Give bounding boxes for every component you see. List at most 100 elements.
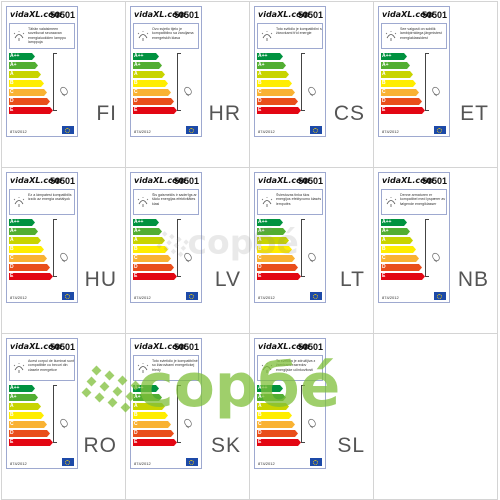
- language-code: ET: [460, 102, 489, 125]
- energy-class-bar: A+: [9, 228, 38, 235]
- label-cell-sl: vidaXL.com 50501 Ta svetilka je združljiva…: [249, 333, 374, 500]
- energy-class-bar: B: [133, 80, 168, 87]
- energy-class-bar: A: [257, 71, 289, 78]
- brand-logo: vidaXL.com: [134, 10, 186, 19]
- energy-class-bar: E: [257, 107, 301, 114]
- bulb-icon: [183, 85, 193, 97]
- compatibility-text: Šviestuvas tinka šios energijos efektyvu…: [276, 193, 322, 206]
- bulb-icon: [431, 85, 441, 97]
- compatibility-text: Acest corpul de iluminat sunt compatibil…: [28, 359, 74, 372]
- eu-flag-icon: [62, 126, 74, 134]
- regulation-number: 874/2012: [382, 129, 399, 134]
- energy-class-bar: A: [381, 237, 413, 244]
- compatibility-box: Šviestuvas tinka šios energijos efektyvu…: [257, 189, 323, 215]
- energy-label-card: vidaXL.com 50501 Ovo svjetlo tijelo je kom…: [130, 6, 202, 137]
- class-range-bracket: [301, 53, 305, 111]
- energy-class-scale: A++ A+ A B C D E: [133, 385, 173, 455]
- bulb-icon: [431, 251, 441, 263]
- regulation-number: 874/2012: [258, 129, 275, 134]
- energy-class-scale: A++ A+ A B C D E: [9, 219, 49, 289]
- language-code: SL: [337, 434, 365, 457]
- label-header: vidaXL.com 50501: [381, 175, 447, 187]
- eu-flag-icon: [62, 458, 74, 466]
- energy-class-bar: C: [381, 255, 419, 262]
- regulation-number: 874/2012: [134, 295, 151, 300]
- eu-flag-icon: [186, 126, 198, 134]
- model-number: 50501: [297, 10, 323, 20]
- energy-class-bar: C: [381, 89, 419, 96]
- energy-class-bar: B: [381, 246, 416, 253]
- energy-class-scale: A++ A+ A B C D E: [257, 53, 297, 123]
- label-cell-et: vidaXL.com 50501 See valgusti on sobilik l…: [373, 1, 498, 168]
- energy-class-bar: A++: [9, 385, 35, 392]
- energy-class-bar: E: [381, 273, 425, 280]
- language-code: CS: [333, 102, 365, 125]
- energy-class-scale: A++ A+ A B C D E: [257, 219, 297, 289]
- eu-flag-icon: [62, 292, 74, 300]
- compatibility-box: Ta svetilka je združljiva z žarnicami ra…: [257, 355, 323, 381]
- energy-class-bar: B: [257, 412, 292, 419]
- energy-label-card: vidaXL.com 50501 Tähän valaisimeen sovellu…: [6, 6, 78, 137]
- language-code: NB: [457, 268, 489, 291]
- compatibility-text: See valgusti on sobilik lambipirnidega j…: [400, 27, 442, 40]
- model-number: 50501: [297, 342, 323, 352]
- model-number: 50501: [173, 342, 199, 352]
- energy-class-bar: E: [9, 273, 53, 280]
- energy-class-bar: B: [133, 246, 168, 253]
- energy-class-bar: C: [9, 421, 47, 428]
- regulation-number: 874/2012: [10, 295, 27, 300]
- class-range-bracket: [53, 53, 57, 111]
- class-range-bracket: [425, 219, 429, 277]
- energy-label-card: vidaXL.com 50501 Ez a lámpatest kompatibil…: [6, 172, 78, 303]
- compatibility-text: Tähän valaisimeen sovelluvat seuraavan e…: [28, 27, 66, 45]
- energy-class-bar: A: [133, 403, 165, 410]
- energy-class-bar: A++: [257, 385, 283, 392]
- brand-logo: vidaXL.com: [258, 176, 310, 185]
- class-range-bracket: [53, 385, 57, 443]
- compatibility-text: Toto svietidlo je kompatibilné so žiarov…: [152, 359, 198, 372]
- label-header: vidaXL.com 50501: [257, 175, 323, 187]
- lamp-icon: [137, 29, 149, 41]
- compatibility-text: Šis gaismeklis ir saderīgs ar šādu energ…: [152, 193, 197, 206]
- energy-label-card: vidaXL.com 50501 Šviestuvas tinka šios ene…: [254, 172, 326, 303]
- energy-class-bar: A+: [9, 394, 38, 401]
- bulb-icon: [307, 85, 317, 97]
- model-number: 50501: [49, 10, 75, 20]
- label-cell-hu: vidaXL.com 50501 Ez a lámpatest kompatibil…: [1, 167, 126, 334]
- energy-class-bar: A+: [133, 394, 162, 401]
- language-code: HR: [208, 102, 241, 125]
- language-code: LT: [340, 268, 365, 291]
- energy-label-card: vidaXL.com 50501 Toto svítidlo je kompatib…: [254, 6, 326, 137]
- energy-label-card: vidaXL.com 50501 Toto svietidlo je kompati…: [130, 338, 202, 469]
- label-cell-hr: vidaXL.com 50501 Ovo svjetlo tijelo je kom…: [125, 1, 250, 168]
- energy-class-bar: D: [381, 98, 422, 105]
- eu-flag-icon: [186, 292, 198, 300]
- energy-class-bar: D: [133, 264, 174, 271]
- eu-flag-icon: [310, 292, 322, 300]
- energy-class-bar: A: [133, 237, 165, 244]
- lamp-icon: [13, 29, 25, 41]
- energy-class-scale: A++ A+ A B C D E: [9, 53, 49, 123]
- compatibility-box: See valgusti on sobilik lambipirnidega j…: [381, 23, 447, 49]
- regulation-number: 874/2012: [134, 461, 151, 466]
- brand-logo: vidaXL.com: [134, 176, 186, 185]
- eu-flag-icon: [310, 126, 322, 134]
- energy-class-bar: B: [9, 246, 44, 253]
- energy-class-bar: A++: [9, 53, 35, 60]
- energy-class-bar: D: [9, 98, 50, 105]
- compatibility-box: Toto svietidlo je kompatibilné so žiarov…: [133, 355, 199, 381]
- energy-label-card: vidaXL.com 50501 See valgusti on sobilik l…: [378, 6, 450, 137]
- lamp-icon: [137, 195, 149, 207]
- energy-class-bar: A++: [9, 219, 35, 226]
- class-range-bracket: [177, 219, 181, 277]
- model-number: 50501: [49, 342, 75, 352]
- energy-class-scale: A++ A+ A B C D E: [381, 219, 421, 289]
- energy-class-bar: D: [257, 264, 298, 271]
- brand-logo: vidaXL.com: [258, 342, 310, 351]
- lamp-icon: [137, 361, 149, 373]
- label-header: vidaXL.com 50501: [381, 9, 447, 21]
- energy-label-card: vidaXL.com 50501 Acest corpul de iluminat …: [6, 338, 78, 469]
- energy-class-scale: A++ A+ A B C D E: [257, 385, 297, 455]
- energy-class-bar: D: [133, 430, 174, 437]
- compatibility-box: Toto svítidlo je kompatibilní s žárovkam…: [257, 23, 323, 49]
